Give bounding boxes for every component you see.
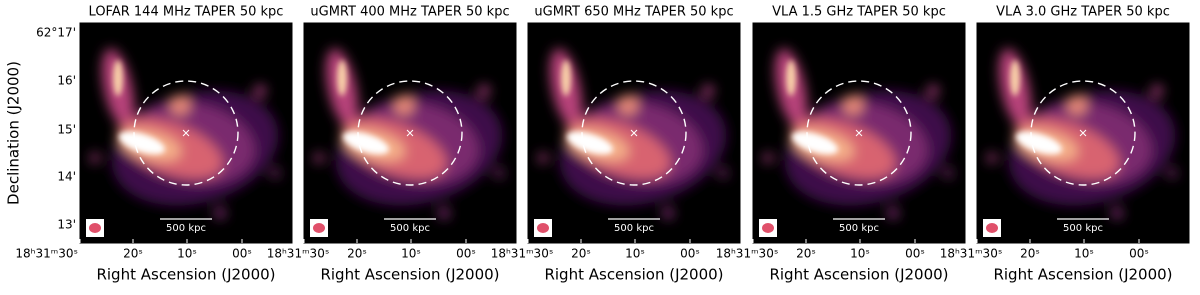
panel-frame (752, 22, 966, 244)
panel: 500 kpc (753, 23, 965, 243)
y-tick-label: 13' (57, 218, 76, 232)
panel: 500 kpc (80, 23, 292, 243)
panel-title: VLA 3.0 GHz TAPER 50 kpc (996, 5, 1170, 20)
scale-bar-label: 500 kpc (166, 223, 206, 234)
y-axis-label: Declination (J2000) (5, 61, 23, 205)
panel-frame (976, 22, 1190, 244)
x-tick-label: 18ʰ31ᵐ30ˢ (940, 247, 1003, 261)
y-tick-label: 15' (57, 123, 76, 137)
scale-bar-label: 500 kpc (1063, 223, 1103, 234)
x-axis-label: Right Ascension (J2000) (320, 266, 499, 284)
panel: 500 kpc (304, 23, 516, 243)
radio-image (80, 23, 292, 243)
x-tick-label: 10ˢ (850, 247, 870, 261)
x-tick-label: 20ˢ (796, 247, 816, 261)
radio-image (528, 23, 740, 243)
panel-title: uGMRT 400 MHz TAPER 50 kpc (310, 5, 509, 20)
x-tick-label: 00ˢ (1129, 247, 1149, 261)
panel: 500 kpc (977, 23, 1189, 243)
x-axis-label: Right Ascension (J2000) (96, 266, 275, 284)
x-tick-label: 00ˢ (680, 247, 700, 261)
panel-title: LOFAR 144 MHz TAPER 50 kpc (89, 5, 284, 20)
radio-image (977, 23, 1189, 243)
y-tick-label: 14' (57, 170, 76, 184)
radio-image (304, 23, 516, 243)
panel-frame (79, 22, 293, 244)
x-tick-label: 18ʰ31ᵐ30ˢ (15, 247, 78, 261)
x-tick-label: 10ˢ (1074, 247, 1094, 261)
x-tick-label: 10ˢ (625, 247, 645, 261)
x-tick-label: 20ˢ (571, 247, 591, 261)
x-tick-label: 10ˢ (177, 247, 197, 261)
x-tick-label: 00ˢ (456, 247, 476, 261)
x-tick-label: 10ˢ (401, 247, 421, 261)
x-tick-label: 00ˢ (905, 247, 925, 261)
y-tick-label: 62°17' (36, 26, 76, 40)
panel-title: uGMRT 650 MHz TAPER 50 kpc (534, 5, 733, 20)
y-tick-label: 16' (57, 74, 76, 88)
radio-image (753, 23, 965, 243)
x-tick-label: 20ˢ (347, 247, 367, 261)
x-axis-label: Right Ascension (J2000) (544, 266, 723, 284)
panel: 500 kpc (528, 23, 740, 243)
x-axis-label: Right Ascension (J2000) (993, 266, 1172, 284)
x-tick-label: 20ˢ (1020, 247, 1040, 261)
panel-frame (303, 22, 517, 244)
x-tick-label: 20ˢ (123, 247, 143, 261)
x-tick-label: 00ˢ (232, 247, 252, 261)
x-tick-label: 18ʰ31ᵐ30ˢ (716, 247, 779, 261)
scale-bar-label: 500 kpc (390, 223, 430, 234)
scale-bar-label: 500 kpc (839, 223, 879, 234)
scale-bar-label: 500 kpc (614, 223, 654, 234)
panel-title: VLA 1.5 GHz TAPER 50 kpc (772, 5, 946, 20)
x-axis-label: Right Ascension (J2000) (769, 266, 948, 284)
x-tick-label: 18ʰ31ᵐ30ˢ (267, 247, 330, 261)
panel-frame (527, 22, 741, 244)
x-tick-label: 18ʰ31ᵐ30ˢ (491, 247, 554, 261)
